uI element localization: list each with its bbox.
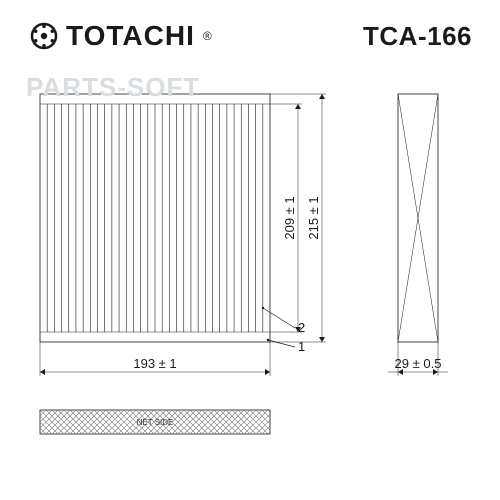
svg-text:29 ± 0.5: 29 ± 0.5: [395, 356, 442, 371]
logo-group: TOTACHI ®: [28, 20, 212, 52]
totachi-logo-icon: [28, 20, 60, 52]
svg-text:2: 2: [298, 320, 305, 335]
technical-drawing: 193 ± 1 209 ± 1 215 ± 1 2 1 29 ± 0.5 NET SIDE: [20, 70, 480, 490]
registered-mark: ®: [203, 29, 212, 43]
header-bar: TOTACHI ® TCA-166: [0, 20, 500, 52]
svg-text:193 ± 1: 193 ± 1: [133, 356, 176, 371]
svg-text:1: 1: [298, 339, 305, 354]
part-number: TCA-166: [363, 21, 472, 52]
svg-text:215 ± 1: 215 ± 1: [306, 196, 321, 239]
watermark-text: PARTS-SOFT: [26, 72, 200, 103]
svg-text:209 ± 1: 209 ± 1: [282, 196, 297, 239]
svg-text:NET SIDE: NET SIDE: [137, 418, 174, 427]
brand-name: TOTACHI: [66, 20, 195, 52]
